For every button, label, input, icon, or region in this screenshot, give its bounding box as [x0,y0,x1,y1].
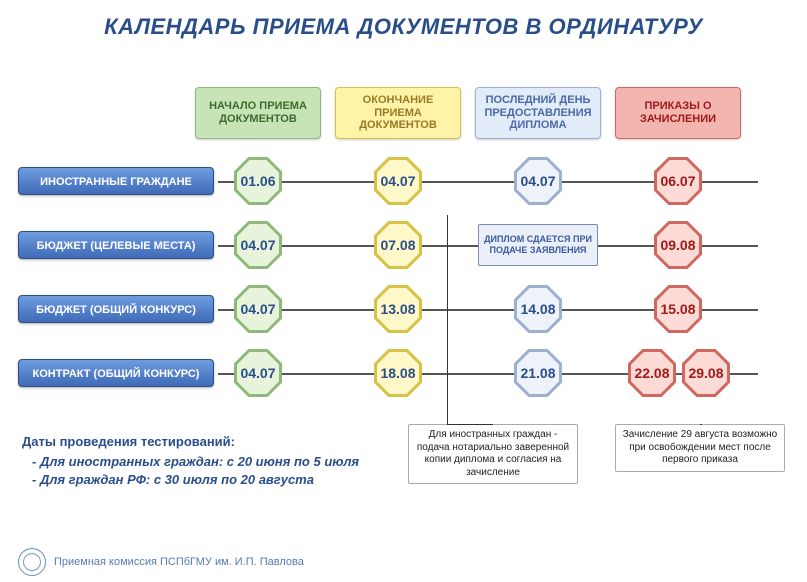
date-octagon: 04.07 [514,157,562,205]
connector-line [447,215,448,424]
footer-text: Приемная комиссия ПСПбГМУ им. И.П. Павло… [54,556,304,568]
date-octagon: 18.08 [374,349,422,397]
logo-icon [18,548,46,576]
column-header: ПОСЛЕДНИЙ ДЕНЬ ПРЕДОСТАВЛЕНИЯ ДИПЛОМА [475,87,601,139]
date-octagon: 07.08 [374,221,422,269]
date-octagon: 04.07 [234,221,282,269]
testing-dates-line2: - Для граждан РФ: с 30 июля по 20 август… [22,472,314,487]
date-octagon: 06.07 [654,157,702,205]
callout-note-enrollment: Зачисление 29 августа возможно при освоб… [615,424,785,472]
column-header: НАЧАЛО ПРИЕМА ДОКУМЕНТОВ [195,87,321,139]
testing-dates-line1: - Для иностранных граждан: с 20 июня по … [22,454,359,469]
date-octagon: 14.08 [514,285,562,333]
date-octagon: 21.08 [514,349,562,397]
callout-note-foreign: Для иностранных граждан - подача нотариа… [408,424,578,484]
date-octagon: 13.08 [374,285,422,333]
date-octagon: 04.07 [234,349,282,397]
page-title: КАЛЕНДАРЬ ПРИЕМА ДОКУМЕНТОВ В ОРДИНАТУРУ [0,14,807,40]
row-label: ИНОСТРАННЫЕ ГРАЖДАНЕ [18,167,214,195]
date-octagon: 04.07 [234,285,282,333]
date-octagon: 22.08 [628,349,676,397]
connector-line [447,424,493,425]
row-label: КОНТРАКТ (ОБЩИЙ КОНКУРС) [18,359,214,387]
text-cell: ДИПЛОМ СДАЕТСЯ ПРИ ПОДАЧЕ ЗАЯВЛЕНИЯ [478,224,598,266]
date-octagon: 01.06 [234,157,282,205]
date-octagon: 15.08 [654,285,702,333]
column-header: ОКОНЧАНИЕ ПРИЕМА ДОКУМЕНТОВ [335,87,461,139]
row-label: БЮДЖЕТ (ОБЩИЙ КОНКУРС) [18,295,214,323]
date-octagon: 04.07 [374,157,422,205]
connector-line [700,424,702,425]
row-line [218,373,758,375]
date-octagon: 09.08 [654,221,702,269]
footer: Приемная комиссия ПСПбГМУ им. И.П. Павло… [18,548,304,576]
date-octagon: 29.08 [682,349,730,397]
row-label: БЮДЖЕТ (ЦЕЛЕВЫЕ МЕСТА) [18,231,214,259]
column-header: ПРИКАЗЫ О ЗАЧИСЛЕНИИ [615,87,741,139]
testing-dates-title: Даты проведения тестирований: [22,434,235,449]
